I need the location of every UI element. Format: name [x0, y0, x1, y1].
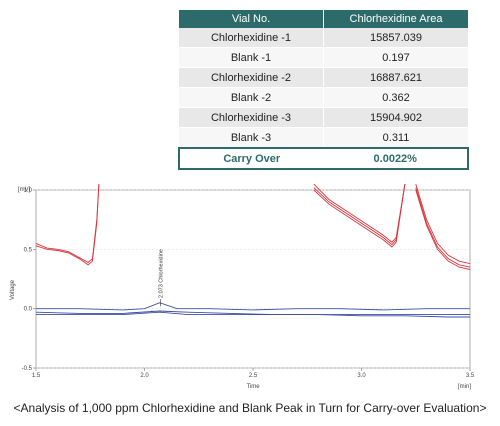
vial-cell: Blank -1 — [179, 47, 324, 68]
x-tick-label: 2.0 — [140, 373, 149, 379]
area-cell: 0.311 — [323, 127, 468, 149]
chlorhexidine-trace — [313, 184, 406, 246]
vial-cell: Chlorhexidine -2 — [179, 67, 324, 88]
y-tick-label: -0.5 — [22, 366, 33, 372]
carry-over-row: Carry Over 0.0022% — [178, 147, 469, 170]
table-row: Blank -2 0.362 — [179, 87, 468, 108]
chlorhexidine-trace — [415, 187, 471, 268]
area-cell: 16887.621 — [323, 67, 468, 88]
area-cell: 15904.902 — [323, 107, 468, 128]
plot-frame — [35, 189, 471, 369]
table-row: Blank -1 0.197 — [179, 47, 468, 68]
blank-trace — [36, 302, 470, 311]
area-cell: 15857.039 — [323, 28, 468, 48]
results-table: Vial No. Chlorhexidine Area Chlorhexidin… — [178, 10, 469, 170]
area-cell: 0.197 — [323, 47, 468, 68]
x-tick-label: 3.0 — [357, 373, 366, 379]
carry-over-label: Carry Over — [178, 147, 324, 170]
annotation-layer: 2.073 Chlorhexidine — [151, 249, 188, 313]
chlorhexidine-trace — [313, 183, 406, 243]
col-header-area: Chlorhexidine Area — [323, 10, 468, 28]
chlorhexidine-trace — [35, 184, 100, 266]
y-axis-label: Voltage — [10, 279, 16, 300]
chlorhexidine-trace — [35, 184, 100, 263]
table-row: Chlorhexidine -3 15904.902 — [179, 107, 468, 128]
series-layer — [35, 183, 471, 318]
table-row: Chlorhexidine -2 16887.621 — [179, 67, 468, 88]
x-tick-label: 1.5 — [32, 373, 41, 379]
area-cell: 0.362 — [323, 87, 468, 108]
vial-cell: Blank -2 — [179, 87, 324, 108]
table-header-row: Vial No. Chlorhexidine Area — [179, 10, 468, 28]
tick-layer: 1.0 0.5 0.0 -0.51.5 2.0 2.5 3.0 3.5 — [22, 188, 475, 379]
table-row: Blank -3 0.311 — [179, 127, 468, 149]
chlorhexidine-trace — [415, 189, 471, 270]
chlorhexidine-trace — [313, 184, 406, 248]
figure-caption: <Analysis of 1,000 ppm Chlorhexidine and… — [13, 401, 487, 415]
blank-trace — [35, 310, 470, 318]
x-unit-label: [min] — [458, 384, 471, 390]
y-tick-label: 0.5 — [24, 247, 33, 253]
table-row: Chlorhexidine -1 15857.039 — [179, 28, 468, 48]
y-tick-label: 0.0 — [24, 307, 33, 313]
blank-trace — [36, 311, 470, 316]
y-unit-label: [mV] — [18, 187, 31, 193]
carry-over-value: 0.0022% — [323, 147, 469, 170]
peak-baseline — [151, 310, 188, 313]
peak-annotation: 2.073 Chlorhexidine — [158, 249, 164, 298]
x-tick-label: 3.5 — [466, 373, 475, 379]
chlorhexidine-trace — [415, 183, 471, 265]
x-tick-label: 2.5 — [249, 373, 258, 379]
vial-cell: Blank -3 — [179, 127, 324, 149]
x-axis-label: Time — [246, 384, 260, 390]
chromatogram-chart: 1.0 0.5 0.0 -0.51.5 2.0 2.5 3.0 3.5 2.073 Chlor… — [10, 183, 475, 390]
vial-cell: Chlorhexidine -1 — [179, 28, 324, 48]
col-header-vial: Vial No. — [179, 10, 324, 28]
y-tick-label: 1.0 — [24, 188, 33, 194]
grid-layer — [36, 189, 470, 369]
vial-cell: Chlorhexidine -3 — [179, 107, 324, 128]
